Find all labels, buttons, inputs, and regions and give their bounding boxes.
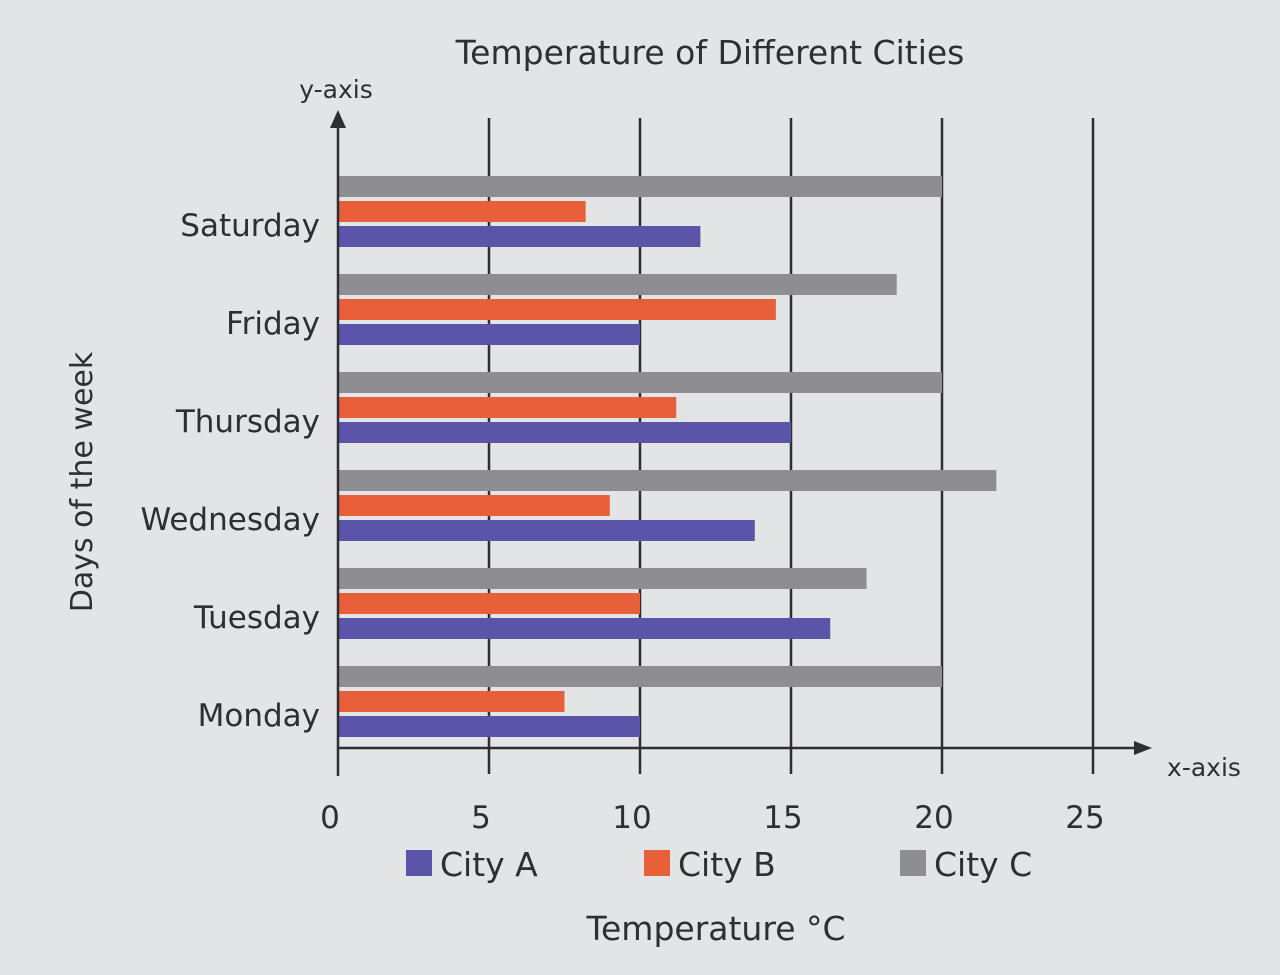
legend-swatch	[406, 850, 432, 876]
bar-city-c-monday	[338, 666, 942, 687]
bar-city-a-thursday	[338, 422, 791, 443]
bar-city-a-wednesday	[338, 520, 755, 541]
x-tick-label: 5	[471, 800, 491, 836]
y-tick-label: Monday	[198, 698, 320, 734]
x-tick-label: 0	[320, 800, 340, 836]
bar-city-b-wednesday	[338, 495, 610, 516]
bar-city-b-saturday	[338, 201, 586, 222]
y-tick-label: Wednesday	[141, 502, 320, 538]
plot-area: Monday Tuesday Wednesday Thursday Friday Satu…	[141, 110, 1152, 884]
y-tick-label: Friday	[226, 306, 320, 342]
y-axis-title: Days of the week	[65, 351, 100, 612]
y-tick-label: Saturday	[180, 208, 320, 244]
x-axis-title: Temperature °C	[585, 909, 845, 948]
legend-swatch	[644, 850, 670, 876]
x-axis-arrow	[1134, 741, 1152, 755]
bar-city-b-friday	[338, 299, 776, 320]
bar-city-c-saturday	[338, 176, 942, 197]
legend-label: City B	[678, 845, 776, 884]
chart-title: Temperature of Different Cities	[455, 33, 965, 72]
bar-city-a-tuesday	[338, 618, 831, 639]
bar-city-b-monday	[338, 691, 565, 712]
bar-city-a-monday	[338, 716, 640, 737]
legend-label: City A	[440, 845, 538, 884]
y-axis-arrow	[330, 110, 346, 128]
legend-swatch	[900, 850, 926, 876]
y-tick-label: Thursday	[175, 404, 320, 440]
y-tick-label: Tuesday	[193, 600, 320, 636]
bar-city-c-friday	[338, 274, 897, 295]
bar-city-c-wednesday	[338, 470, 997, 491]
x-tick-label: 20	[914, 800, 953, 836]
bar-city-b-tuesday	[338, 593, 640, 614]
bar-city-c-tuesday	[338, 568, 867, 589]
x-tick-label: 25	[1065, 800, 1104, 836]
bar-city-b-thursday	[338, 397, 677, 418]
y-axis-tag: y-axis	[299, 75, 372, 104]
bar-city-a-saturday	[338, 226, 701, 247]
x-axis-tag: x-axis	[1167, 753, 1241, 782]
legend-label: City C	[934, 845, 1032, 884]
bar-city-c-thursday	[338, 372, 942, 393]
x-tick-label: 10	[612, 800, 651, 836]
x-tick-label: 15	[763, 800, 802, 836]
bar-city-a-friday	[338, 324, 640, 345]
